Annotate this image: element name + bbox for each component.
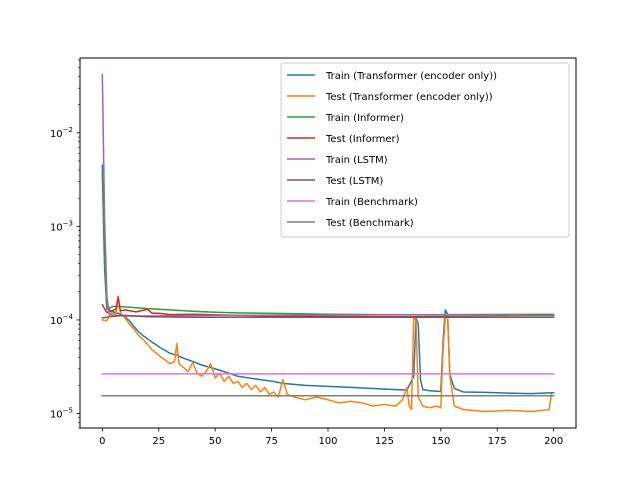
y-tick-label: 10−3 — [50, 219, 73, 233]
legend-label: Train (Benchmark) — [325, 197, 418, 208]
x-tick-label: 25 — [152, 436, 165, 447]
legend-label: Test (Transformer (encoder only)) — [325, 92, 493, 103]
series-line-3 — [101, 296, 555, 318]
series-line-5 — [101, 314, 555, 319]
x-tick-label: 150 — [431, 436, 450, 447]
series-line-1 — [101, 295, 553, 413]
legend-label: Test (Benchmark) — [325, 218, 414, 229]
legend-label: Train (LSTM) — [325, 155, 388, 166]
y-tick-label: 10−2 — [50, 126, 73, 140]
x-axis: 0 25 50 75 100 125 150 175 200 — [99, 428, 563, 447]
x-tick-label: 200 — [544, 436, 563, 447]
legend: Train (Transformer (encoder only)) Test (… — [280, 62, 570, 238]
legend-box — [280, 62, 570, 238]
series-layer — [101, 73, 555, 413]
x-tick-label: 100 — [318, 436, 337, 447]
x-tick-label: 50 — [209, 436, 222, 447]
x-tick-label: 0 — [99, 436, 105, 447]
x-tick-label: 75 — [265, 436, 278, 447]
y-tick-label: 10−4 — [50, 313, 74, 327]
x-tick-label: 125 — [375, 436, 394, 447]
legend-label: Train (Transformer (encoder only)) — [325, 71, 497, 82]
y-axis: 10−5 10−4 10−3 10−2 — [50, 59, 80, 429]
x-tick-label: 175 — [488, 436, 507, 447]
legend-label: Test (Informer) — [325, 134, 400, 145]
legend-label: Test (LSTM) — [325, 176, 383, 187]
y-tick-label: 10−5 — [50, 407, 73, 421]
legend-label: Train (Informer) — [325, 113, 404, 124]
